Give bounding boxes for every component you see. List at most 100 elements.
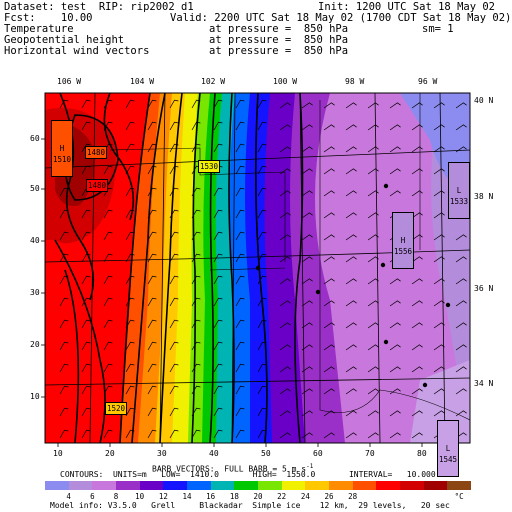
wind-barb — [301, 300, 313, 307]
wind-barb — [455, 322, 467, 329]
wind-barb — [213, 231, 223, 241]
field-wind-level: at pressure = 850 hPa — [209, 45, 349, 57]
colorbar-swatch — [187, 481, 212, 490]
colorbar-swatch — [68, 481, 93, 490]
wind-barb — [455, 410, 467, 417]
wind-barb — [147, 253, 157, 263]
wind-barb — [81, 319, 91, 329]
wind-barb — [125, 407, 135, 417]
wind-barb — [235, 253, 245, 263]
wind-barb — [411, 102, 423, 109]
wind-barb — [213, 429, 223, 439]
wind-barb — [301, 410, 313, 417]
wind-barb — [147, 99, 157, 109]
wind-barb — [191, 319, 201, 329]
colorbar-label: °C — [454, 492, 464, 501]
lon-label: 104 W — [130, 77, 155, 86]
wind-barb — [279, 190, 291, 197]
wind-barb — [345, 234, 357, 241]
wind-barb — [81, 121, 91, 131]
wind-barb — [367, 366, 379, 373]
wind-barb — [455, 146, 467, 153]
low-marker: L 1545 — [437, 420, 460, 477]
wind-barb — [345, 432, 357, 439]
wind-barb — [411, 212, 423, 219]
colorbar-label: 16 — [206, 492, 216, 501]
wind-barb — [389, 146, 401, 153]
wind-barb — [279, 168, 291, 175]
wind-barb — [125, 99, 135, 109]
wind-barb — [279, 124, 291, 131]
wind-barb — [81, 363, 91, 373]
wind-barb — [59, 385, 69, 395]
wind-barb — [257, 99, 267, 109]
colorbar-swatch — [376, 481, 401, 490]
wind-barb — [169, 165, 179, 175]
lat-label: 38 N — [474, 192, 494, 201]
wind-barb — [367, 212, 379, 219]
wind-barb — [257, 319, 267, 329]
colorbar-swatch — [139, 481, 164, 490]
wind-barb — [345, 102, 357, 109]
wind-barb — [125, 429, 135, 439]
wind-barb — [433, 168, 445, 175]
wind-barb — [213, 275, 223, 285]
wind-barb — [103, 319, 113, 329]
wind-barb — [81, 385, 91, 395]
wind-barb — [301, 190, 313, 197]
wind-barb — [169, 341, 179, 351]
wind-barb — [103, 187, 113, 197]
wind-barb — [81, 231, 91, 241]
colorbar-label: 10 — [135, 492, 145, 501]
wind-barb — [323, 212, 335, 219]
wind-barb — [213, 209, 223, 219]
wind-barb — [257, 363, 267, 373]
wind-barb — [455, 102, 467, 109]
wind-barb — [389, 322, 401, 329]
wind-barb — [81, 253, 91, 263]
wind-barb — [367, 344, 379, 351]
wind-barb — [433, 256, 445, 263]
wind-barb — [147, 209, 157, 219]
wind-barb — [169, 253, 179, 263]
wind-barb — [301, 322, 313, 329]
x-tick-label: 80 — [417, 449, 427, 458]
field-height-level: at pressure = 850 hPa — [209, 34, 349, 46]
wind-barb — [411, 432, 423, 439]
wind-barb — [301, 344, 313, 351]
wind-barb — [125, 165, 135, 175]
colorbar-label: 26 — [324, 492, 334, 501]
wind-barb — [235, 143, 245, 153]
wind-barb — [81, 209, 91, 219]
wind-barb — [411, 190, 423, 197]
wind-barb — [103, 297, 113, 307]
wind-barb — [367, 388, 379, 395]
wind-barb — [257, 143, 267, 153]
contours-info: CONTOURS: UNITS=m LOW= 1410.0 HIGH= 1550… — [60, 470, 436, 479]
wind-barb — [147, 143, 157, 153]
wind-barb — [213, 363, 223, 373]
contour-label: 1520 — [105, 402, 128, 415]
colorbar-label: 8 — [113, 492, 119, 501]
colorbar-swatch — [234, 481, 259, 490]
wind-barb — [257, 385, 267, 395]
wind-barb — [103, 165, 113, 175]
wind-barb — [279, 146, 291, 153]
wind-barb — [169, 99, 179, 109]
wind-barb — [103, 275, 113, 285]
wind-barb — [455, 124, 467, 131]
wind-barb — [59, 429, 69, 439]
wind-barb — [81, 429, 91, 439]
wind-barb — [147, 187, 157, 197]
wind-barb — [59, 209, 69, 219]
wind-barb — [323, 102, 335, 109]
wind-barb — [191, 297, 201, 307]
wind-barb — [235, 231, 245, 241]
wind-barb — [433, 388, 445, 395]
wind-barb — [235, 275, 245, 285]
wind-barb — [323, 278, 335, 285]
wind-barb — [367, 322, 379, 329]
wind-barb — [213, 253, 223, 263]
wind-barb — [389, 388, 401, 395]
wind-barb — [433, 344, 445, 351]
